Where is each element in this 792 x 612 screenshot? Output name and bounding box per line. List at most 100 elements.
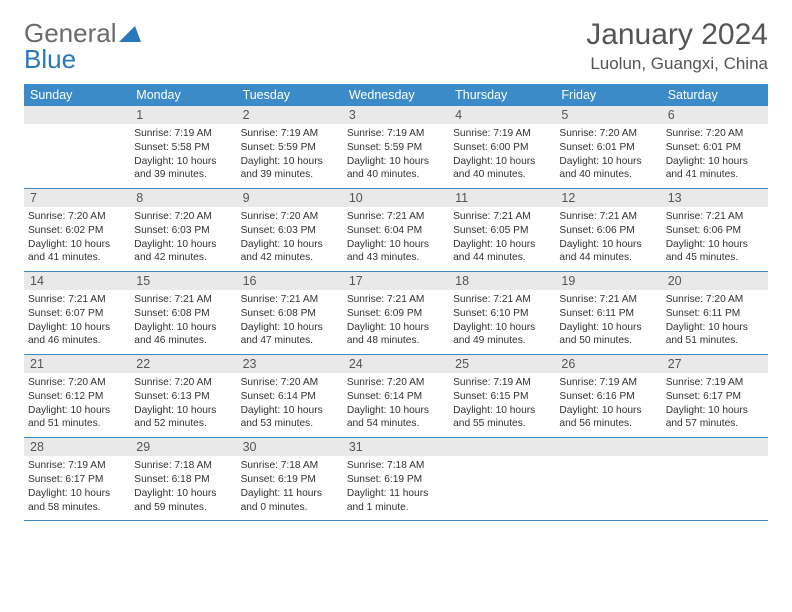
day-cell: 3Sunrise: 7:19 AMSunset: 5:59 PMDaylight… [343, 106, 449, 188]
day-cell: 1Sunrise: 7:19 AMSunset: 5:58 PMDaylight… [130, 106, 236, 188]
sunset-text: Sunset: 6:02 PM [28, 224, 126, 238]
daylight-text: Daylight: 11 hours and 1 minute. [347, 487, 445, 515]
day-cell: 25Sunrise: 7:19 AMSunset: 6:15 PMDayligh… [449, 355, 555, 437]
weekday-header: Wednesday [343, 84, 449, 106]
daylight-text: Daylight: 10 hours and 50 minutes. [559, 321, 657, 349]
day-cell: 21Sunrise: 7:20 AMSunset: 6:12 PMDayligh… [24, 355, 130, 437]
sunrise-text: Sunrise: 7:21 AM [347, 293, 445, 307]
day-number: 22 [130, 355, 236, 373]
day-number: 20 [662, 272, 768, 290]
day-info: Sunrise: 7:19 AMSunset: 6:16 PMDaylight:… [559, 376, 657, 431]
day-number: 11 [449, 189, 555, 207]
daylight-text: Daylight: 10 hours and 46 minutes. [28, 321, 126, 349]
day-info: Sunrise: 7:20 AMSunset: 6:14 PMDaylight:… [241, 376, 339, 431]
sunset-text: Sunset: 6:16 PM [559, 390, 657, 404]
location-subtitle: Luolun, Guangxi, China [586, 54, 768, 74]
sunrise-text: Sunrise: 7:18 AM [134, 459, 232, 473]
sunset-text: Sunset: 6:10 PM [453, 307, 551, 321]
sunrise-text: Sunrise: 7:20 AM [134, 376, 232, 390]
week-row: 28Sunrise: 7:19 AMSunset: 6:17 PMDayligh… [24, 438, 768, 521]
logo-text-blue: Blue [24, 44, 76, 75]
sunset-text: Sunset: 6:00 PM [453, 141, 551, 155]
day-cell: 15Sunrise: 7:21 AMSunset: 6:08 PMDayligh… [130, 272, 236, 354]
sunset-text: Sunset: 6:06 PM [666, 224, 764, 238]
daylight-text: Daylight: 10 hours and 41 minutes. [666, 155, 764, 183]
day-info: Sunrise: 7:20 AMSunset: 6:03 PMDaylight:… [241, 210, 339, 265]
day-cell: 24Sunrise: 7:20 AMSunset: 6:14 PMDayligh… [343, 355, 449, 437]
day-info: Sunrise: 7:19 AMSunset: 6:00 PMDaylight:… [453, 127, 551, 182]
daylight-text: Daylight: 10 hours and 52 minutes. [134, 404, 232, 432]
sunrise-text: Sunrise: 7:21 AM [559, 210, 657, 224]
sunrise-text: Sunrise: 7:19 AM [134, 127, 232, 141]
day-number: 24 [343, 355, 449, 373]
sunrise-text: Sunrise: 7:21 AM [28, 293, 126, 307]
day-number: 12 [555, 189, 661, 207]
day-cell: 2Sunrise: 7:19 AMSunset: 5:59 PMDaylight… [237, 106, 343, 188]
day-info: Sunrise: 7:21 AMSunset: 6:04 PMDaylight:… [347, 210, 445, 265]
day-info: Sunrise: 7:21 AMSunset: 6:07 PMDaylight:… [28, 293, 126, 348]
weekday-header: Saturday [662, 84, 768, 106]
sunset-text: Sunset: 6:08 PM [134, 307, 232, 321]
sunrise-text: Sunrise: 7:18 AM [241, 459, 339, 473]
day-info: Sunrise: 7:19 AMSunset: 6:15 PMDaylight:… [453, 376, 551, 431]
day-cell: 31 Sunrise: 7:18 AMSunset: 6:19 PMDayligh… [343, 438, 449, 520]
day-cell: 5Sunrise: 7:20 AMSunset: 6:01 PMDaylight… [555, 106, 661, 188]
day-number: 2 [237, 106, 343, 124]
day-number: 30 [237, 438, 343, 456]
sunrise-text: Sunrise: 7:20 AM [134, 210, 232, 224]
sunrise-text: Sunrise: 7:21 AM [347, 210, 445, 224]
day-info: Sunrise: 7:20 AMSunset: 6:11 PMDaylight:… [666, 293, 764, 348]
day-number: 1 [130, 106, 236, 124]
daylight-text: Daylight: 10 hours and 40 minutes. [453, 155, 551, 183]
day-number: 6 [662, 106, 768, 124]
day-number: 15 [130, 272, 236, 290]
header: General January 2024 Luolun, Guangxi, Ch… [24, 18, 768, 74]
daylight-text: Daylight: 10 hours and 40 minutes. [559, 155, 657, 183]
day-number [662, 438, 768, 456]
sunrise-text: Sunrise: 7:19 AM [241, 127, 339, 141]
sunrise-text: Sunrise: 7:20 AM [241, 376, 339, 390]
day-number: 17 [343, 272, 449, 290]
day-number: 19 [555, 272, 661, 290]
sunset-text: Sunset: 6:18 PM [134, 473, 232, 487]
day-info: Sunrise: 7:18 AMSunset: 6:19 PMDaylight:… [241, 459, 339, 514]
daylight-text: Daylight: 10 hours and 47 minutes. [241, 321, 339, 349]
day-number: 13 [662, 189, 768, 207]
sunset-text: Sunset: 6:04 PM [347, 224, 445, 238]
day-info: Sunrise: 7:20 AMSunset: 6:13 PMDaylight:… [134, 376, 232, 431]
daylight-text: Daylight: 10 hours and 55 minutes. [453, 404, 551, 432]
sunset-text: Sunset: 6:14 PM [241, 390, 339, 404]
day-info: Sunrise: 7:20 AMSunset: 6:02 PMDaylight:… [28, 210, 126, 265]
day-cell: 22 Sunrise: 7:20 AMSunset: 6:13 PMDayligh… [130, 355, 236, 437]
day-number: 26 [555, 355, 661, 373]
day-number: 9 [237, 189, 343, 207]
sunrise-text: Sunrise: 7:21 AM [453, 210, 551, 224]
day-number: 31 [343, 438, 449, 456]
day-info: Sunrise: 7:21 AMSunset: 6:05 PMDaylight:… [453, 210, 551, 265]
daylight-text: Daylight: 10 hours and 43 minutes. [347, 238, 445, 266]
logo-triangle-icon [119, 18, 141, 49]
daylight-text: Daylight: 10 hours and 51 minutes. [28, 404, 126, 432]
day-number: 14 [24, 272, 130, 290]
weekday-header: Tuesday [237, 84, 343, 106]
sunrise-text: Sunrise: 7:19 AM [28, 459, 126, 473]
sunset-text: Sunset: 6:11 PM [666, 307, 764, 321]
day-number [24, 106, 130, 124]
weeks-container: 1Sunrise: 7:19 AMSunset: 5:58 PMDaylight… [24, 106, 768, 521]
day-number: 16 [237, 272, 343, 290]
sunset-text: Sunset: 5:59 PM [347, 141, 445, 155]
week-row: 1Sunrise: 7:19 AMSunset: 5:58 PMDaylight… [24, 106, 768, 189]
daylight-text: Daylight: 10 hours and 39 minutes. [241, 155, 339, 183]
day-cell: 20 Sunrise: 7:20 AMSunset: 6:11 PMDayligh… [662, 272, 768, 354]
day-cell: 12 Sunrise: 7:21 AMSunset: 6:06 PMDayligh… [555, 189, 661, 271]
sunrise-text: Sunrise: 7:19 AM [453, 376, 551, 390]
day-info: Sunrise: 7:21 AMSunset: 6:09 PMDaylight:… [347, 293, 445, 348]
calendar: Sunday Monday Tuesday Wednesday Thursday… [24, 84, 768, 521]
day-cell: 11 Sunrise: 7:21 AMSunset: 6:05 PMDayligh… [449, 189, 555, 271]
day-info: Sunrise: 7:18 AMSunset: 6:19 PMDaylight:… [347, 459, 445, 514]
day-cell: 4Sunrise: 7:19 AMSunset: 6:00 PMDaylight… [449, 106, 555, 188]
week-row: 21Sunrise: 7:20 AMSunset: 6:12 PMDayligh… [24, 355, 768, 438]
day-number [449, 438, 555, 456]
day-info: Sunrise: 7:21 AMSunset: 6:06 PMDaylight:… [559, 210, 657, 265]
day-number [555, 438, 661, 456]
